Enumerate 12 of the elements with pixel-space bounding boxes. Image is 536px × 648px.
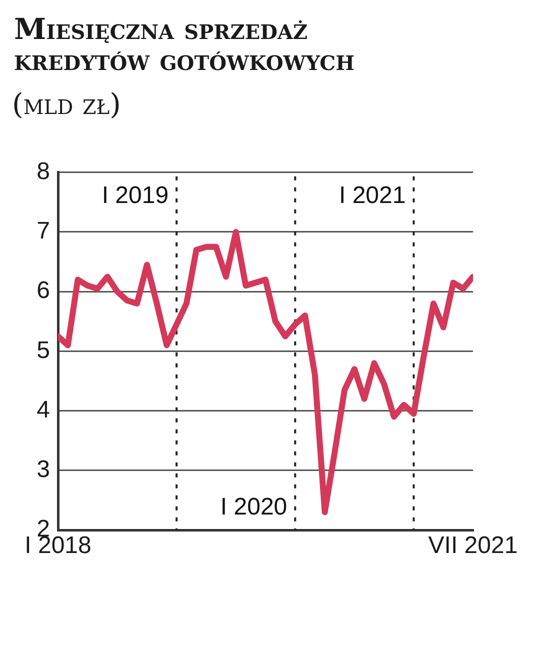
y-tick-label: 7 [36,218,50,245]
y-tick-label: 3 [36,456,50,484]
y-tick-label: 5 [36,336,50,364]
ref-line-label: I 2019 [102,182,169,210]
y-tick-label: 4 [36,396,50,424]
x-tick-label: VII 2021 [428,532,518,560]
chart-title: Miesięczna sprzedaż kredytów gotówkowych [14,12,356,77]
chart-subtitle: (mld zł) [12,86,121,123]
ref-line-label: I 2021 [338,182,406,210]
ref-line-label: I 2020 [220,494,288,521]
y-tick-label: 6 [36,277,50,304]
y-tick-label: 8 [36,158,50,186]
